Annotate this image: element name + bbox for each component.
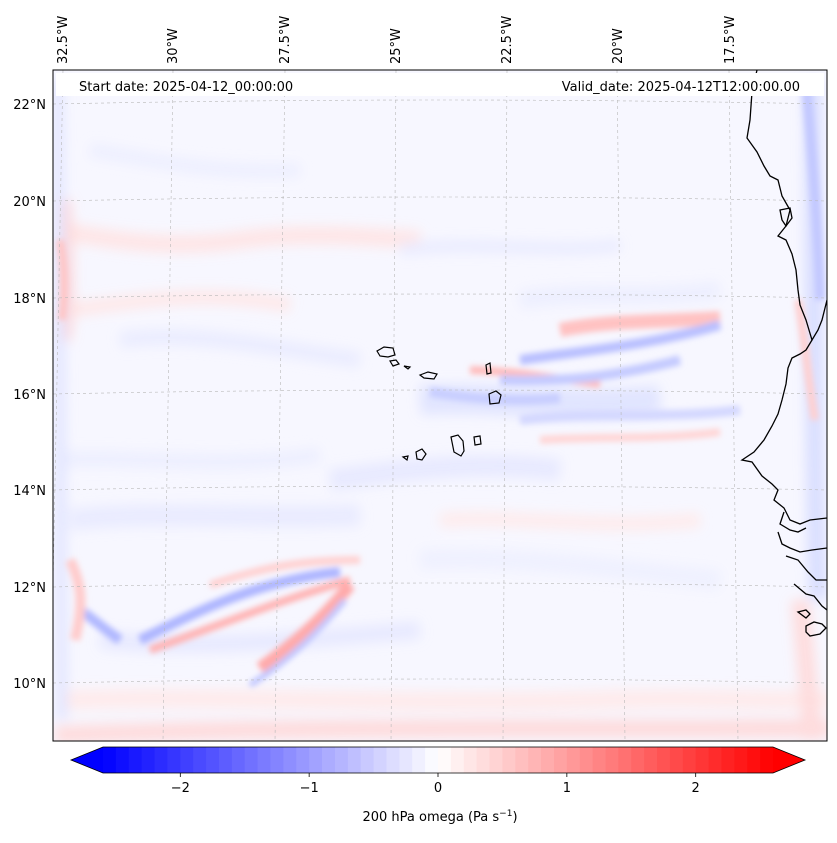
colorbar-bin: [386, 747, 400, 773]
date-banner: [56, 73, 824, 96]
colorbar-bin: [412, 747, 426, 773]
colorbar-bin: [270, 747, 284, 773]
graticule: [53, 70, 827, 741]
lon-labels: 32.5°W 30°W 27.5°W 25°W 22.5°W 20°W 17.5…: [56, 16, 738, 64]
colorbar-bin: [115, 747, 130, 773]
colorbar-bin: [360, 747, 375, 773]
colorbar-bin: [283, 747, 297, 773]
omega-field: [53, 79, 827, 741]
colorbar-bin: [669, 747, 684, 773]
lon-label: 27.5°W: [278, 16, 293, 64]
colorbar-bin: [489, 747, 504, 773]
colorbar-extend-low: [71, 747, 103, 773]
colorbar-bin: [206, 747, 220, 773]
colorbar-bin: [450, 747, 465, 773]
colorbar-bin: [566, 747, 581, 773]
colorbar-tick-label: 0: [434, 781, 442, 796]
colorbar-bin: [592, 747, 607, 773]
colorbar-bin: [257, 747, 272, 773]
lon-label: 20°W: [611, 28, 626, 64]
lat-label: 14°N: [13, 484, 46, 499]
valid-date: Valid_date: 2025-04-12T12:00:00.00: [562, 80, 800, 95]
colorbar-bin: [322, 747, 336, 773]
colorbar-bin: [309, 747, 323, 773]
colorbar-bin: [296, 747, 310, 773]
map-frame: [52, 69, 828, 742]
colorbar-bin: [747, 747, 761, 773]
colorbar-bin: [515, 747, 529, 773]
coastline: [740, 70, 827, 637]
colorbar-bin: [502, 747, 516, 773]
lon-label: 17.5°W: [723, 16, 738, 64]
colorbar-bin: [193, 747, 207, 773]
colorbar-extend-high: [773, 747, 805, 773]
lat-label: 16°N: [13, 388, 46, 403]
colorbar-bin: [103, 747, 117, 773]
colorbar-bin: [399, 747, 413, 773]
colorbar-tick-label: 1: [563, 781, 571, 796]
colorbar-bin: [695, 747, 710, 773]
lon-label: 32.5°W: [56, 16, 71, 64]
colorbar-bin: [244, 747, 259, 773]
colorbar-bin: [644, 747, 658, 773]
colorbar-label-suffix: ): [512, 810, 517, 825]
colorbar-bin: [631, 747, 645, 773]
colorbar-bin: [553, 747, 568, 773]
colorbar-bin: [760, 747, 774, 773]
lat-label: 10°N: [13, 677, 46, 692]
colorbar-tick-label: −2: [171, 781, 190, 796]
colorbar-bin: [425, 747, 439, 773]
colorbar-bin: [682, 747, 697, 773]
lat-label: 12°N: [13, 581, 46, 596]
colorbar-bin: [708, 747, 723, 773]
colorbar-label-sup: −1: [499, 809, 512, 819]
colorbar-tick-label: 2: [692, 781, 700, 796]
colorbar-bin: [218, 747, 233, 773]
colorbar-bins: [71, 747, 805, 773]
start-date: Start date: 2025-04-12_00:00:00: [79, 80, 293, 95]
colorbar-bin: [128, 747, 143, 773]
colorbar-tick-label: −1: [300, 781, 319, 796]
lat-label: 18°N: [13, 292, 46, 307]
lat-label: 20°N: [13, 195, 46, 210]
lon-label: 30°W: [166, 28, 181, 64]
lon-label: 22.5°W: [500, 16, 515, 64]
colorbar-bin: [231, 747, 246, 773]
colorbar-bin: [528, 747, 542, 773]
colorbar-ticks: [179, 773, 697, 777]
colorbar-bin: [541, 747, 555, 773]
colorbar-bin: [605, 747, 619, 773]
colorbar-bin: [657, 747, 671, 773]
colorbar-bin: [167, 747, 181, 773]
colorbar-label: 200 hPa omega (Pa s−1): [362, 809, 517, 825]
colorbar-bin: [180, 747, 194, 773]
colorbar-bin: [347, 747, 362, 773]
island-outlines: [376, 346, 502, 462]
colorbar-bin: [476, 747, 491, 773]
colorbar-bin: [154, 747, 169, 773]
colorbar-bin: [373, 747, 388, 773]
colorbar-bin: [721, 747, 735, 773]
colorbar-outline: [69, 746, 807, 774]
lon-label: 25°W: [389, 28, 404, 64]
colorbar-bin: [618, 747, 632, 773]
colorbar-bin: [141, 747, 156, 773]
colorbar: −2 −1 0 1 2 200 hPa omega (Pa s−1): [69, 746, 807, 825]
colorbar-bin: [334, 747, 349, 773]
colorbar-bin: [463, 747, 478, 773]
colorbar-bin: [579, 747, 594, 773]
lat-labels: 22°N 20°N 18°N 16°N 14°N 12°N 10°N: [13, 98, 46, 692]
colorbar-bin: [438, 747, 452, 773]
colorbar-label-prefix: 200 hPa omega (Pa s: [362, 810, 499, 825]
lat-label: 22°N: [13, 98, 46, 113]
colorbar-tick-labels: −2 −1 0 1 2: [171, 781, 700, 796]
colorbar-bin: [734, 747, 748, 773]
